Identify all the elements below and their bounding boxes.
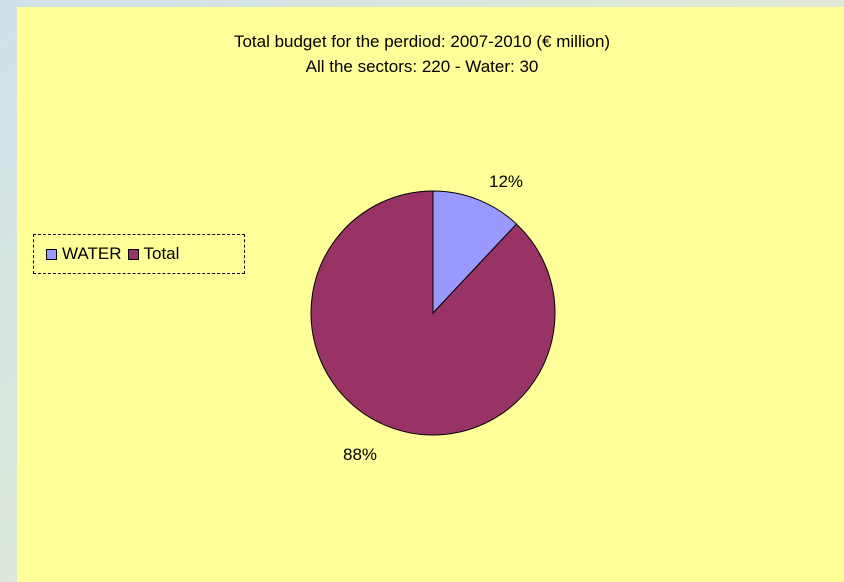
legend-item-water: WATER [46, 244, 122, 264]
pie-slice-total [310, 190, 556, 436]
data-label-water: 12% [489, 172, 523, 191]
pie-slice-water [432, 190, 518, 315]
data-label-total: 88% [343, 445, 377, 464]
legend-label-water: WATER [62, 244, 122, 263]
chart-subtitle: All the sectors: 220 - Water: 30 [305, 57, 539, 76]
legend-swatch-water [46, 248, 57, 260]
legend-swatch-total [127, 248, 139, 260]
legend-item-total: Total [127, 244, 180, 264]
chart-title: Total budget for the perdiod: 2007-2010 … [233, 32, 611, 51]
legend-label-total: Total [143, 244, 180, 263]
chart-legend: WATER Total [33, 234, 245, 274]
